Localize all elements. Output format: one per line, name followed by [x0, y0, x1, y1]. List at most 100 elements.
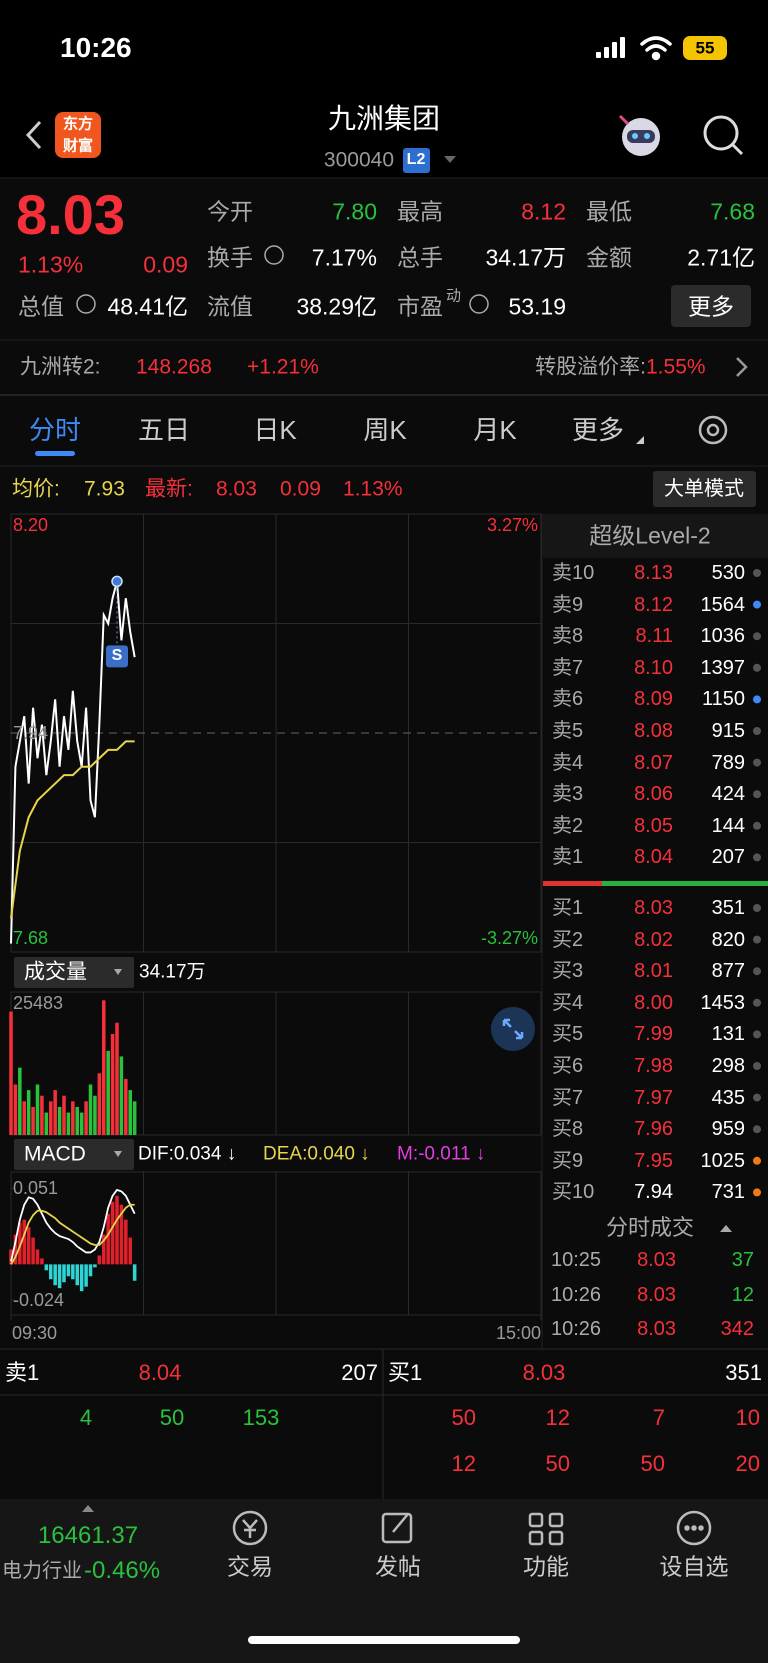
avg-label: 均价: — [12, 477, 60, 501]
bond-change: +1.21% — [247, 355, 319, 379]
info-icon[interactable] — [76, 245, 489, 314]
signal-badge[interactable] — [106, 645, 128, 668]
sell-ratio — [543, 881, 602, 886]
macd-bar — [13, 1234, 18, 1265]
depth-price: 8.03 — [522, 1360, 566, 1385]
battery-level: 55 — [695, 38, 715, 58]
book-price: 8.00 — [634, 991, 673, 1014]
trade-time: 10:26 — [551, 1283, 602, 1306]
more-button[interactable] — [671, 285, 751, 327]
book-price: 8.11 — [635, 625, 673, 648]
price-line — [10, 581, 136, 944]
volume-bar — [48, 1101, 53, 1135]
home-indicator — [248, 1636, 520, 1644]
book-price: 7.95 — [634, 1149, 673, 1172]
book-label: 卖6 — [552, 688, 584, 711]
volume-bar — [101, 1000, 106, 1135]
macd-label[interactable]: MACD — [24, 1142, 86, 1166]
nav-item[interactable]: 交易 — [227, 1553, 273, 1580]
volume-bar — [106, 1050, 110, 1135]
book-label: 买1 — [552, 897, 584, 919]
dropdown-arrow — [114, 969, 122, 975]
settings-icon[interactable] — [698, 415, 728, 445]
macd-bar — [97, 1255, 102, 1265]
book-price: 7.97 — [634, 1086, 673, 1109]
volume-label[interactable]: 成交量 — [24, 960, 87, 984]
volume-selector[interactable] — [14, 957, 134, 988]
latest-value: 8.03 — [216, 477, 257, 501]
book-dot — [753, 1062, 761, 1070]
volume-total: 34.17万 — [139, 961, 206, 983]
tab[interactable]: 周K — [363, 415, 407, 445]
book-volume: 1150 — [701, 688, 745, 711]
book-label: 买5 — [552, 1023, 584, 1046]
wifi-icon — [640, 36, 672, 61]
book-label: 买10 — [552, 1181, 595, 1204]
back-button[interactable] — [25, 120, 42, 150]
dropdown-arrow[interactable] — [444, 156, 456, 163]
volume-bar — [119, 1056, 124, 1135]
book-volume: 131 — [711, 1023, 745, 1046]
expand-icon[interactable] — [491, 1007, 535, 1051]
big-order-label[interactable]: 大单模式 — [664, 478, 744, 500]
big-order-button[interactable] — [653, 471, 756, 507]
trade-volume: 12 — [731, 1283, 754, 1306]
tab[interactable]: 更多 — [571, 415, 625, 445]
macd-bar — [88, 1264, 93, 1277]
macd-indicator: DIF:0.034 ↓ — [138, 1143, 237, 1165]
nav-item[interactable]: 发帖 — [375, 1553, 421, 1580]
more-button-label[interactable]: 更多 — [688, 293, 734, 320]
book-label: 卖10 — [552, 562, 595, 584]
tab[interactable]: 五日 — [137, 415, 191, 445]
chevron[interactable] — [736, 357, 748, 377]
tab[interactable]: 分时 — [28, 415, 82, 445]
tab-underline — [35, 451, 75, 456]
book-volume: 959 — [711, 1118, 745, 1141]
volume-bar — [53, 1090, 57, 1135]
book-price: 8.09 — [634, 688, 673, 711]
book-volume: 530 — [711, 562, 745, 584]
volume-bar — [18, 1067, 22, 1135]
field-label: 市盈 — [397, 293, 443, 320]
index-value[interactable]: 16461.37 — [37, 1522, 139, 1549]
dif-line — [10, 1188, 136, 1262]
book-label: 卖4 — [552, 751, 584, 774]
volume-bar — [22, 1101, 27, 1135]
trades-title[interactable]: 分时成交 — [605, 1215, 695, 1240]
field-label: 最低 — [586, 198, 632, 225]
dea-line — [10, 1203, 135, 1265]
avg-value: 7.93 — [84, 477, 125, 501]
buy-order: 12 — [545, 1405, 570, 1430]
volume-bar — [110, 1033, 115, 1135]
volume-bar — [93, 1095, 97, 1135]
signal-label: S — [111, 647, 123, 665]
field-value: 38.29亿 — [296, 293, 377, 320]
y-tick-label: 0.051 — [13, 1178, 59, 1199]
volume-bar — [26, 1090, 31, 1135]
macd-selector[interactable] — [14, 1139, 134, 1170]
macd-bar — [71, 1264, 75, 1280]
nav-item[interactable]: 设自选 — [659, 1553, 729, 1580]
depth-price: 8.04 — [138, 1360, 182, 1385]
volume-bar — [84, 1101, 88, 1135]
field-label: 换手 — [207, 244, 253, 271]
level-badge — [403, 148, 430, 173]
book-dot — [753, 935, 761, 944]
assistant-icon[interactable] — [618, 114, 660, 156]
collapse-arrow[interactable] — [720, 1225, 732, 1232]
book-dot — [753, 600, 761, 609]
level2-title: 超级Level-2 — [589, 522, 711, 549]
search-icon[interactable] — [703, 115, 744, 156]
bond-name: 九洲转2: — [20, 355, 101, 379]
field-value: 7.17% — [311, 244, 377, 271]
macd-bar — [44, 1264, 49, 1271]
book-price: 8.08 — [634, 720, 673, 742]
tab[interactable]: 日K — [253, 415, 297, 445]
nav-item[interactable]: 功能 — [523, 1553, 569, 1580]
latest-change-pct: 1.13% — [343, 477, 403, 501]
logo-text: 财富 — [62, 137, 94, 155]
tab[interactable]: 月K — [473, 415, 517, 445]
volume-bar — [57, 1106, 62, 1135]
expand-arrow[interactable] — [82, 1505, 94, 1512]
